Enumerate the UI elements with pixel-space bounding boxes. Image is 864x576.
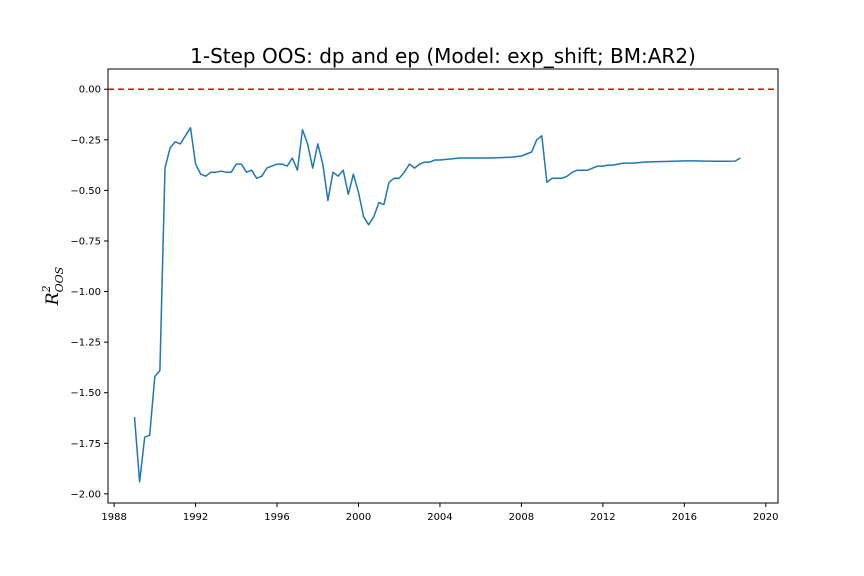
y-axis-ticks: 0.00 −0.25 −0.50 −0.75 −1.00 −1.25 −1.50 −1.75 −… <box>70 85 108 500</box>
x-tick-label: 1996 <box>264 512 289 523</box>
plot-frame <box>107 68 779 504</box>
x-tick-label: 2008 <box>509 512 534 523</box>
x-tick-label: 1988 <box>101 512 126 523</box>
chart-title: 1-Step OOS: dp and ep (Model: exp_shift;… <box>190 44 696 68</box>
x-tick-label: 2020 <box>753 512 778 523</box>
x-tick-label: 2004 <box>427 512 452 523</box>
svg-text:R2OOS: R2OOS <box>40 266 66 306</box>
x-tick-label: 2016 <box>672 512 697 523</box>
y-axis-label-base: R <box>43 292 63 306</box>
x-tick-label: 1992 <box>183 512 208 523</box>
y-tick-label: −0.50 <box>70 186 101 197</box>
y-tick-label: −0.75 <box>70 236 101 247</box>
y-axis-label-sup: 2 <box>40 285 53 293</box>
y-tick-label: −1.75 <box>70 439 101 450</box>
data-points <box>134 127 741 482</box>
y-axis-label-sub: OOS <box>53 266 66 292</box>
y-tick-label: −0.25 <box>70 135 101 146</box>
y-tick-label: 0.00 <box>79 85 101 96</box>
x-axis-ticks: 1988 1992 1996 2000 2004 2008 2012 2016 2020 <box>101 503 779 523</box>
y-tick-label: −1.00 <box>70 287 101 298</box>
y-tick-label: −2.00 <box>70 489 101 500</box>
y-tick-label: −1.50 <box>70 388 101 399</box>
x-tick-label: 2000 <box>346 512 371 523</box>
y-tick-label: −1.25 <box>70 338 101 349</box>
x-tick-label: 2012 <box>590 512 615 523</box>
series-line-r2-oos <box>133 126 741 483</box>
y-axis-label: R2OOS <box>40 266 66 306</box>
